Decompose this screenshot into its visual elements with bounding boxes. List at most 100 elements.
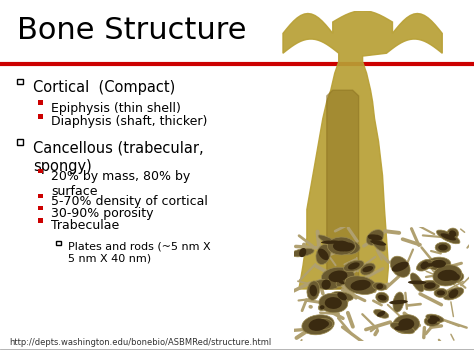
Polygon shape <box>327 90 359 289</box>
Ellipse shape <box>434 288 447 297</box>
Ellipse shape <box>336 277 346 286</box>
Ellipse shape <box>366 230 384 245</box>
Ellipse shape <box>437 290 445 295</box>
Ellipse shape <box>318 248 329 260</box>
Text: Cancellous (trabecular,
spongy): Cancellous (trabecular, spongy) <box>33 141 204 174</box>
Ellipse shape <box>315 318 333 329</box>
Bar <box>38 100 44 105</box>
Ellipse shape <box>318 304 326 311</box>
Ellipse shape <box>376 284 383 289</box>
Ellipse shape <box>389 300 408 304</box>
Text: 20% by mass, 80% by
surface: 20% by mass, 80% by surface <box>51 170 191 198</box>
Ellipse shape <box>302 315 334 335</box>
Ellipse shape <box>376 292 389 303</box>
Bar <box>56 241 61 245</box>
Ellipse shape <box>437 230 460 244</box>
Ellipse shape <box>321 240 341 244</box>
Ellipse shape <box>299 248 306 257</box>
Ellipse shape <box>410 273 424 292</box>
Ellipse shape <box>438 270 457 281</box>
Ellipse shape <box>374 310 389 318</box>
Ellipse shape <box>431 260 446 268</box>
Polygon shape <box>283 11 442 289</box>
Bar <box>17 78 23 84</box>
Ellipse shape <box>398 318 414 330</box>
Ellipse shape <box>320 305 325 309</box>
Ellipse shape <box>338 242 355 251</box>
Ellipse shape <box>325 297 342 309</box>
Ellipse shape <box>378 295 387 301</box>
Text: Diaphysis (shaft, thicker): Diaphysis (shaft, thicker) <box>51 115 208 128</box>
Bar <box>17 139 23 144</box>
Ellipse shape <box>435 242 451 253</box>
Bar <box>38 194 44 198</box>
Ellipse shape <box>424 282 436 289</box>
Ellipse shape <box>408 280 426 284</box>
Ellipse shape <box>348 262 360 269</box>
Ellipse shape <box>321 279 331 290</box>
Text: 5-70% density of cortical: 5-70% density of cortical <box>51 195 208 208</box>
Ellipse shape <box>373 283 387 290</box>
Ellipse shape <box>420 280 439 291</box>
Text: Trabeculae: Trabeculae <box>51 219 119 233</box>
Ellipse shape <box>331 291 353 301</box>
Ellipse shape <box>420 263 437 267</box>
Ellipse shape <box>319 321 329 327</box>
Ellipse shape <box>424 316 441 326</box>
Ellipse shape <box>443 287 464 300</box>
Ellipse shape <box>309 318 328 331</box>
Ellipse shape <box>390 256 410 277</box>
Ellipse shape <box>449 273 460 281</box>
Ellipse shape <box>371 234 386 251</box>
Ellipse shape <box>393 292 404 312</box>
Ellipse shape <box>337 292 347 300</box>
Ellipse shape <box>363 266 373 272</box>
Text: 30-90% porosity: 30-90% porosity <box>51 207 154 220</box>
Bar <box>38 114 44 119</box>
Ellipse shape <box>313 279 339 290</box>
Ellipse shape <box>426 314 444 323</box>
Ellipse shape <box>427 257 451 271</box>
Ellipse shape <box>440 233 456 240</box>
Ellipse shape <box>428 318 438 324</box>
Ellipse shape <box>377 311 385 317</box>
Text: Cortical  (Compact): Cortical (Compact) <box>33 80 175 95</box>
Text: Plates and rods (~5 nm X
5 nm X 40 nm): Plates and rods (~5 nm X 5 nm X 40 nm) <box>68 242 210 264</box>
Ellipse shape <box>321 267 355 285</box>
Ellipse shape <box>445 271 464 283</box>
Ellipse shape <box>328 237 356 255</box>
Ellipse shape <box>344 260 364 272</box>
Ellipse shape <box>310 285 317 296</box>
Ellipse shape <box>394 325 410 331</box>
Ellipse shape <box>319 293 348 313</box>
Ellipse shape <box>417 260 441 270</box>
Ellipse shape <box>438 244 448 251</box>
Text: Epiphysis (thin shell): Epiphysis (thin shell) <box>51 102 181 115</box>
Ellipse shape <box>333 241 350 251</box>
Ellipse shape <box>447 228 458 239</box>
Bar <box>38 169 44 173</box>
Ellipse shape <box>433 265 462 286</box>
Ellipse shape <box>351 280 371 291</box>
Ellipse shape <box>360 263 375 275</box>
Ellipse shape <box>449 289 458 298</box>
Ellipse shape <box>318 235 344 250</box>
Ellipse shape <box>368 234 383 241</box>
Ellipse shape <box>328 271 347 282</box>
Ellipse shape <box>291 248 314 257</box>
Ellipse shape <box>420 261 428 269</box>
Ellipse shape <box>430 316 440 321</box>
Ellipse shape <box>392 262 409 272</box>
Bar <box>38 206 44 211</box>
Ellipse shape <box>344 276 377 295</box>
Text: http://depts.washington.edu/bonebio/ASBMRed/structure.html: http://depts.washington.edu/bonebio/ASBM… <box>9 338 272 347</box>
Ellipse shape <box>307 281 319 300</box>
Ellipse shape <box>333 239 360 255</box>
Ellipse shape <box>370 240 386 246</box>
Text: Bone Structure: Bone Structure <box>17 16 246 45</box>
Ellipse shape <box>390 322 414 334</box>
Ellipse shape <box>337 279 345 284</box>
Ellipse shape <box>393 315 419 334</box>
Ellipse shape <box>316 244 331 264</box>
Ellipse shape <box>417 260 432 271</box>
